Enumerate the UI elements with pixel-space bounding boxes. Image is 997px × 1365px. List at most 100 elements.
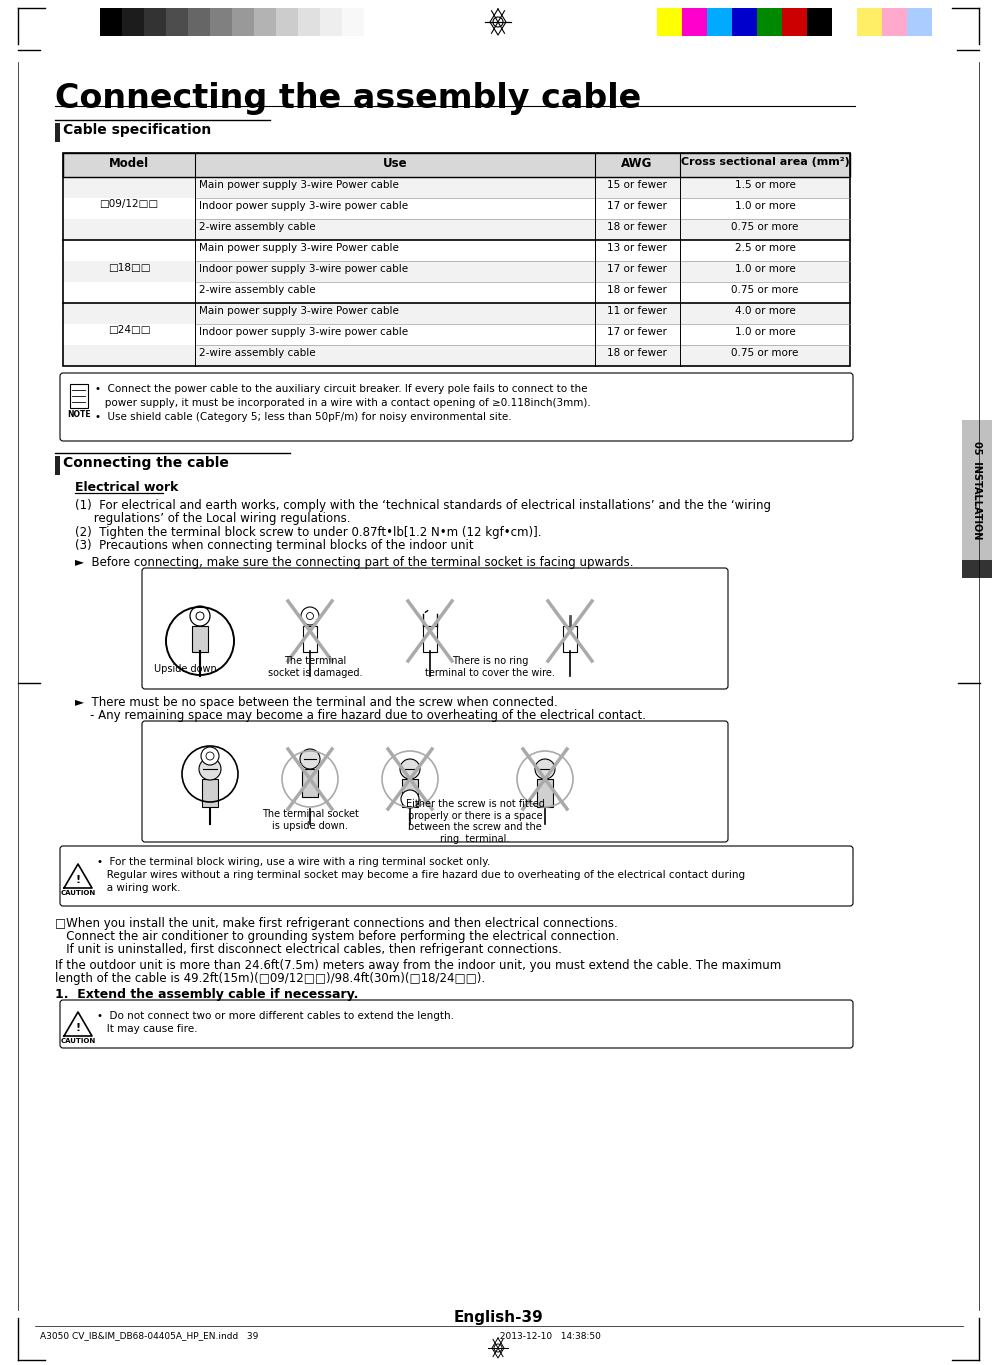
FancyBboxPatch shape xyxy=(60,373,853,441)
Text: length of the cable is 49.2ft(15m)(□09/12□□)/98.4ft(30m)(□18/24□□).: length of the cable is 49.2ft(15m)(□09/1… xyxy=(55,972,486,986)
Bar xyxy=(63,240,850,261)
Text: •  For the terminal block wiring, use a wire with a ring terminal socket only.: • For the terminal block wiring, use a w… xyxy=(97,857,491,867)
Text: (1)  For electrical and earth works, comply with the ‘technical standards of ele: (1) For electrical and earth works, comp… xyxy=(75,500,771,512)
Bar xyxy=(63,218,850,240)
Circle shape xyxy=(494,1345,502,1351)
FancyBboxPatch shape xyxy=(142,721,728,842)
Bar xyxy=(320,8,342,35)
Bar xyxy=(732,8,757,35)
Text: Connecting the cable: Connecting the cable xyxy=(63,456,229,470)
FancyBboxPatch shape xyxy=(142,568,728,689)
Bar xyxy=(192,627,208,652)
Bar xyxy=(63,177,850,198)
Text: CAUTION: CAUTION xyxy=(61,890,96,895)
Bar xyxy=(882,8,907,35)
Text: Main power supply 3-wire Power cable: Main power supply 3-wire Power cable xyxy=(199,243,399,253)
Circle shape xyxy=(535,759,555,779)
Bar xyxy=(63,198,850,218)
FancyBboxPatch shape xyxy=(60,1001,853,1048)
Text: A3050 CV_IB&IM_DB68-04405A_HP_EN.indd   39                                      : A3050 CV_IB&IM_DB68-04405A_HP_EN.indd 39 xyxy=(40,1331,601,1340)
Circle shape xyxy=(199,758,221,779)
Text: AWG: AWG xyxy=(621,157,653,171)
Text: !: ! xyxy=(76,1022,81,1033)
Bar xyxy=(657,8,682,35)
Text: Upside down: Upside down xyxy=(154,663,216,674)
Text: •  Connect the power cable to the auxiliary circuit breaker. If every pole fails: • Connect the power cable to the auxilia… xyxy=(95,384,587,394)
Text: Cross sectional area (mm²): Cross sectional area (mm²) xyxy=(681,157,849,167)
Text: 2-wire assembly cable: 2-wire assembly cable xyxy=(199,285,316,295)
Bar xyxy=(166,8,188,35)
Text: 18 or fewer: 18 or fewer xyxy=(607,285,667,295)
Bar xyxy=(342,8,364,35)
Bar xyxy=(563,627,577,652)
Text: 0.75 or more: 0.75 or more xyxy=(732,285,799,295)
Text: Regular wires without a ring terminal socket may become a fire hazard due to ove: Regular wires without a ring terminal so… xyxy=(97,870,745,880)
Text: English-39: English-39 xyxy=(453,1310,543,1325)
Text: Cable specification: Cable specification xyxy=(63,123,211,136)
Text: a wiring work.: a wiring work. xyxy=(97,883,180,893)
Bar xyxy=(63,324,850,345)
Text: 1.0 or more: 1.0 or more xyxy=(735,201,796,212)
Text: 18 or fewer: 18 or fewer xyxy=(607,222,667,232)
Circle shape xyxy=(190,606,210,627)
Text: 11 or fewer: 11 or fewer xyxy=(607,306,667,317)
Text: 1.0 or more: 1.0 or more xyxy=(735,328,796,337)
Text: The terminal socket
is upside down.: The terminal socket is upside down. xyxy=(261,809,359,830)
Text: •  Do not connect two or more different cables to extend the length.: • Do not connect two or more different c… xyxy=(97,1011,454,1021)
Bar xyxy=(63,153,850,177)
Circle shape xyxy=(201,747,219,764)
Text: 1.5 or more: 1.5 or more xyxy=(735,180,796,190)
Text: power supply, it must be incorporated in a wire with a contact opening of ≥0.118: power supply, it must be incorporated in… xyxy=(95,399,591,408)
Text: Indoor power supply 3-wire power cable: Indoor power supply 3-wire power cable xyxy=(199,201,408,212)
Bar xyxy=(63,261,850,283)
Text: Main power supply 3-wire Power cable: Main power supply 3-wire Power cable xyxy=(199,180,399,190)
Bar xyxy=(100,8,122,35)
Text: If the outdoor unit is more than 24.6ft(7.5m) meters away from the indoor unit, : If the outdoor unit is more than 24.6ft(… xyxy=(55,960,782,972)
Text: NOTE: NOTE xyxy=(67,410,91,419)
Bar xyxy=(757,8,782,35)
Bar xyxy=(857,8,882,35)
Text: Connecting the assembly cable: Connecting the assembly cable xyxy=(55,82,641,115)
Bar xyxy=(402,779,418,807)
Circle shape xyxy=(300,749,320,768)
Text: 1.  Extend the assembly cable if necessary.: 1. Extend the assembly cable if necessar… xyxy=(55,988,358,1001)
Text: 2-wire assembly cable: 2-wire assembly cable xyxy=(199,222,316,232)
Text: - Any remaining space may become a fire hazard due to overheating of the electri: - Any remaining space may become a fire … xyxy=(75,708,646,722)
Bar xyxy=(63,153,850,366)
Bar xyxy=(962,560,992,577)
Circle shape xyxy=(196,612,204,620)
Bar xyxy=(202,779,218,807)
Text: Indoor power supply 3-wire power cable: Indoor power supply 3-wire power cable xyxy=(199,263,408,274)
Bar xyxy=(707,8,732,35)
Text: Indoor power supply 3-wire power cable: Indoor power supply 3-wire power cable xyxy=(199,328,408,337)
Bar xyxy=(55,456,60,475)
Text: 0.75 or more: 0.75 or more xyxy=(732,222,799,232)
Text: □09/12□□: □09/12□□ xyxy=(100,199,159,209)
Bar xyxy=(907,8,932,35)
Text: Connect the air conditioner to grounding system before performing the electrical: Connect the air conditioner to grounding… xyxy=(55,930,619,943)
Bar xyxy=(962,420,992,560)
Text: 4.0 or more: 4.0 or more xyxy=(735,306,796,317)
Bar xyxy=(302,768,318,797)
Text: 15 or fewer: 15 or fewer xyxy=(607,180,667,190)
Text: Either the screw is not fitted
properly or there is a space
between the screw an: Either the screw is not fitted properly … xyxy=(406,799,544,844)
Text: There is no ring
terminal to cover the wire.: There is no ring terminal to cover the w… xyxy=(425,657,555,677)
Bar xyxy=(55,123,60,142)
Text: 0.75 or more: 0.75 or more xyxy=(732,348,799,358)
Text: 2-wire assembly cable: 2-wire assembly cable xyxy=(199,348,316,358)
Text: The terminal
socket is damaged.: The terminal socket is damaged. xyxy=(268,657,362,677)
Bar xyxy=(188,8,210,35)
Bar xyxy=(782,8,807,35)
Bar xyxy=(832,8,857,35)
Text: Use: Use xyxy=(383,157,408,171)
Circle shape xyxy=(493,16,503,27)
Circle shape xyxy=(206,752,214,760)
Bar xyxy=(303,627,317,652)
Bar xyxy=(423,627,437,652)
Text: 17 or fewer: 17 or fewer xyxy=(607,263,667,274)
Bar xyxy=(298,8,320,35)
Text: 05  INSTALLATION: 05 INSTALLATION xyxy=(972,441,982,539)
Bar xyxy=(537,779,553,807)
Bar xyxy=(63,345,850,366)
Bar xyxy=(122,8,144,35)
